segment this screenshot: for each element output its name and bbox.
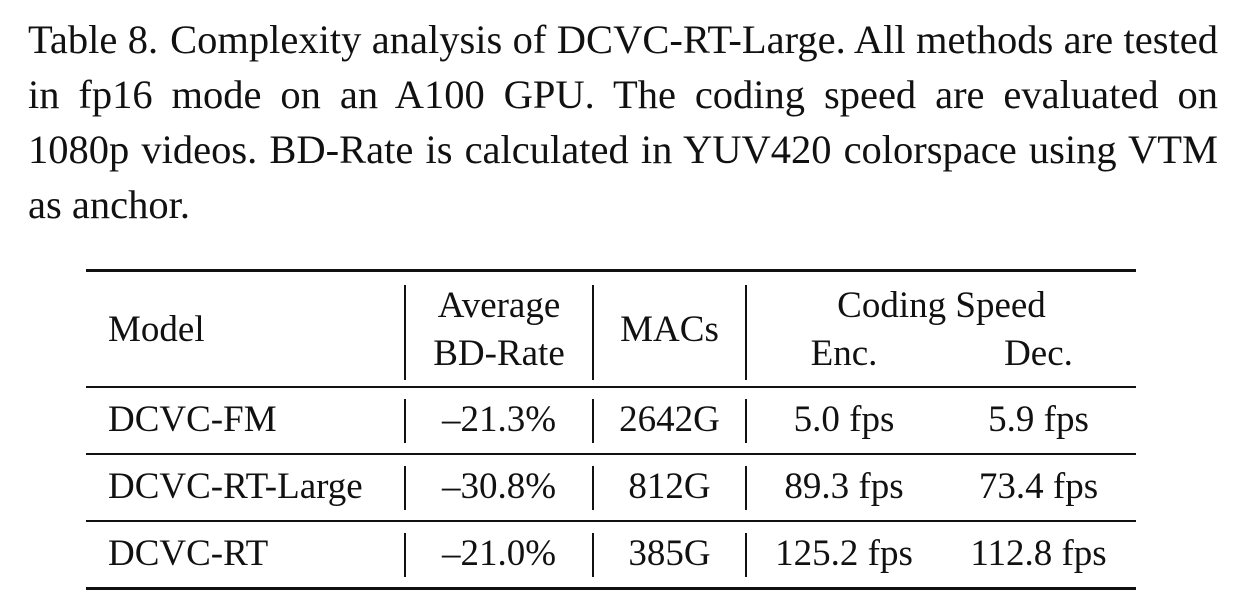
cell-bd-rate: –21.0% (441, 533, 557, 574)
header-model: Model (108, 309, 205, 350)
header-macs: MACs (620, 309, 719, 350)
table-row-divider (86, 453, 1136, 455)
row-column-separator (404, 533, 406, 577)
row-column-separator (404, 466, 406, 510)
header-dec: Dec. (1004, 333, 1073, 374)
cell-dec: 5.9 fps (988, 399, 1089, 440)
cell-bd-rate: –30.8% (441, 466, 557, 507)
table-top-rule (86, 269, 1136, 272)
cell-macs: 2642G (619, 399, 720, 440)
header-bd-rate-line1: Average (437, 285, 561, 326)
table-bottom-rule (86, 587, 1136, 590)
table-caption: Table 8. Complexity analysis of DCVC-RT-L… (28, 12, 1218, 232)
header-column-separator (745, 285, 747, 380)
cell-dec: 73.4 fps (978, 466, 1099, 507)
row-column-separator (592, 399, 594, 443)
header-column-separator (404, 285, 406, 380)
cell-dec: 112.8 fps (970, 533, 1107, 574)
header-enc: Enc. (810, 333, 878, 374)
caption-text: Complexity analysis of DCVC-RT-Large. Al… (28, 17, 1218, 227)
row-column-separator (745, 533, 747, 577)
cell-model: DCVC-FM (108, 399, 277, 440)
cell-model: DCVC-RT-Large (108, 466, 363, 507)
header-column-separator (592, 285, 594, 380)
cell-enc: 5.0 fps (793, 399, 895, 440)
row-column-separator (404, 399, 406, 443)
header-coding-speed: Coding Speed (837, 285, 1046, 326)
row-column-separator (745, 466, 747, 510)
row-column-separator (592, 533, 594, 577)
cell-bd-rate: –21.3% (441, 399, 557, 440)
cell-macs: 812G (628, 466, 711, 507)
cell-enc: 125.2 fps (775, 533, 913, 574)
row-column-separator (592, 466, 594, 510)
caption-label: Table 8. (28, 17, 159, 62)
table-header-rule (86, 386, 1136, 388)
row-column-separator (745, 399, 747, 443)
cell-model: DCVC-RT (108, 533, 269, 574)
cell-macs: 385G (628, 533, 711, 574)
table-row-divider (86, 520, 1136, 522)
header-bd-rate-line2: BD-Rate (433, 333, 565, 374)
cell-enc: 89.3 fps (784, 466, 904, 507)
